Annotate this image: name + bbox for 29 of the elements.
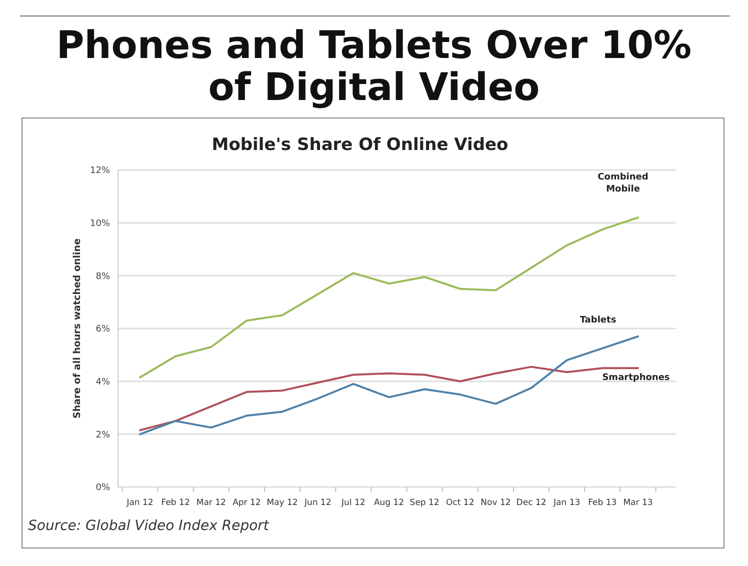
y-tick-label: 8% <box>96 272 110 282</box>
x-tick-label: Dec 12 <box>516 498 546 508</box>
x-tick-label: Feb 12 <box>161 498 190 508</box>
x-tick-label: Jun 12 <box>303 498 332 508</box>
chart-subtitle: Mobile's Share Of Online Video <box>212 135 508 155</box>
x-tick-label: Jan 12 <box>126 498 154 508</box>
series-label: Tablets <box>580 315 616 326</box>
x-tick-label: Sep 12 <box>410 498 440 508</box>
x-tick-label: Jan 13 <box>552 498 580 508</box>
chart-title: Phones and Tablets Over 10% of Digital Video <box>56 23 692 109</box>
x-tick-label: Apr 12 <box>232 498 261 508</box>
x-tick-label: Feb 13 <box>588 498 617 508</box>
x-tick-label: Oct 12 <box>446 498 474 508</box>
x-tick-label: Jul 12 <box>340 498 366 508</box>
y-tick-label: 2% <box>96 430 110 440</box>
x-tick-label: Aug 12 <box>374 498 404 508</box>
source-note: Source: Global Video Index Report <box>28 518 270 534</box>
series-label: Smartphones <box>602 373 670 384</box>
x-tick-label: May 12 <box>266 498 298 508</box>
y-tick-label: 6% <box>96 324 110 335</box>
x-tick-label: Mar 12 <box>196 498 226 508</box>
x-tick-label: Mar 13 <box>623 498 653 508</box>
y-tick-label: 0% <box>96 483 110 494</box>
y-tick-label: 10% <box>90 218 110 229</box>
y-tick-label: 4% <box>96 377 110 388</box>
y-tick-label: 12% <box>90 166 110 176</box>
text: Combined Mobile <box>598 172 648 195</box>
x-tick-label: Nov 12 <box>480 498 511 508</box>
y-axis-title: Share of all hours watched online <box>72 238 83 419</box>
